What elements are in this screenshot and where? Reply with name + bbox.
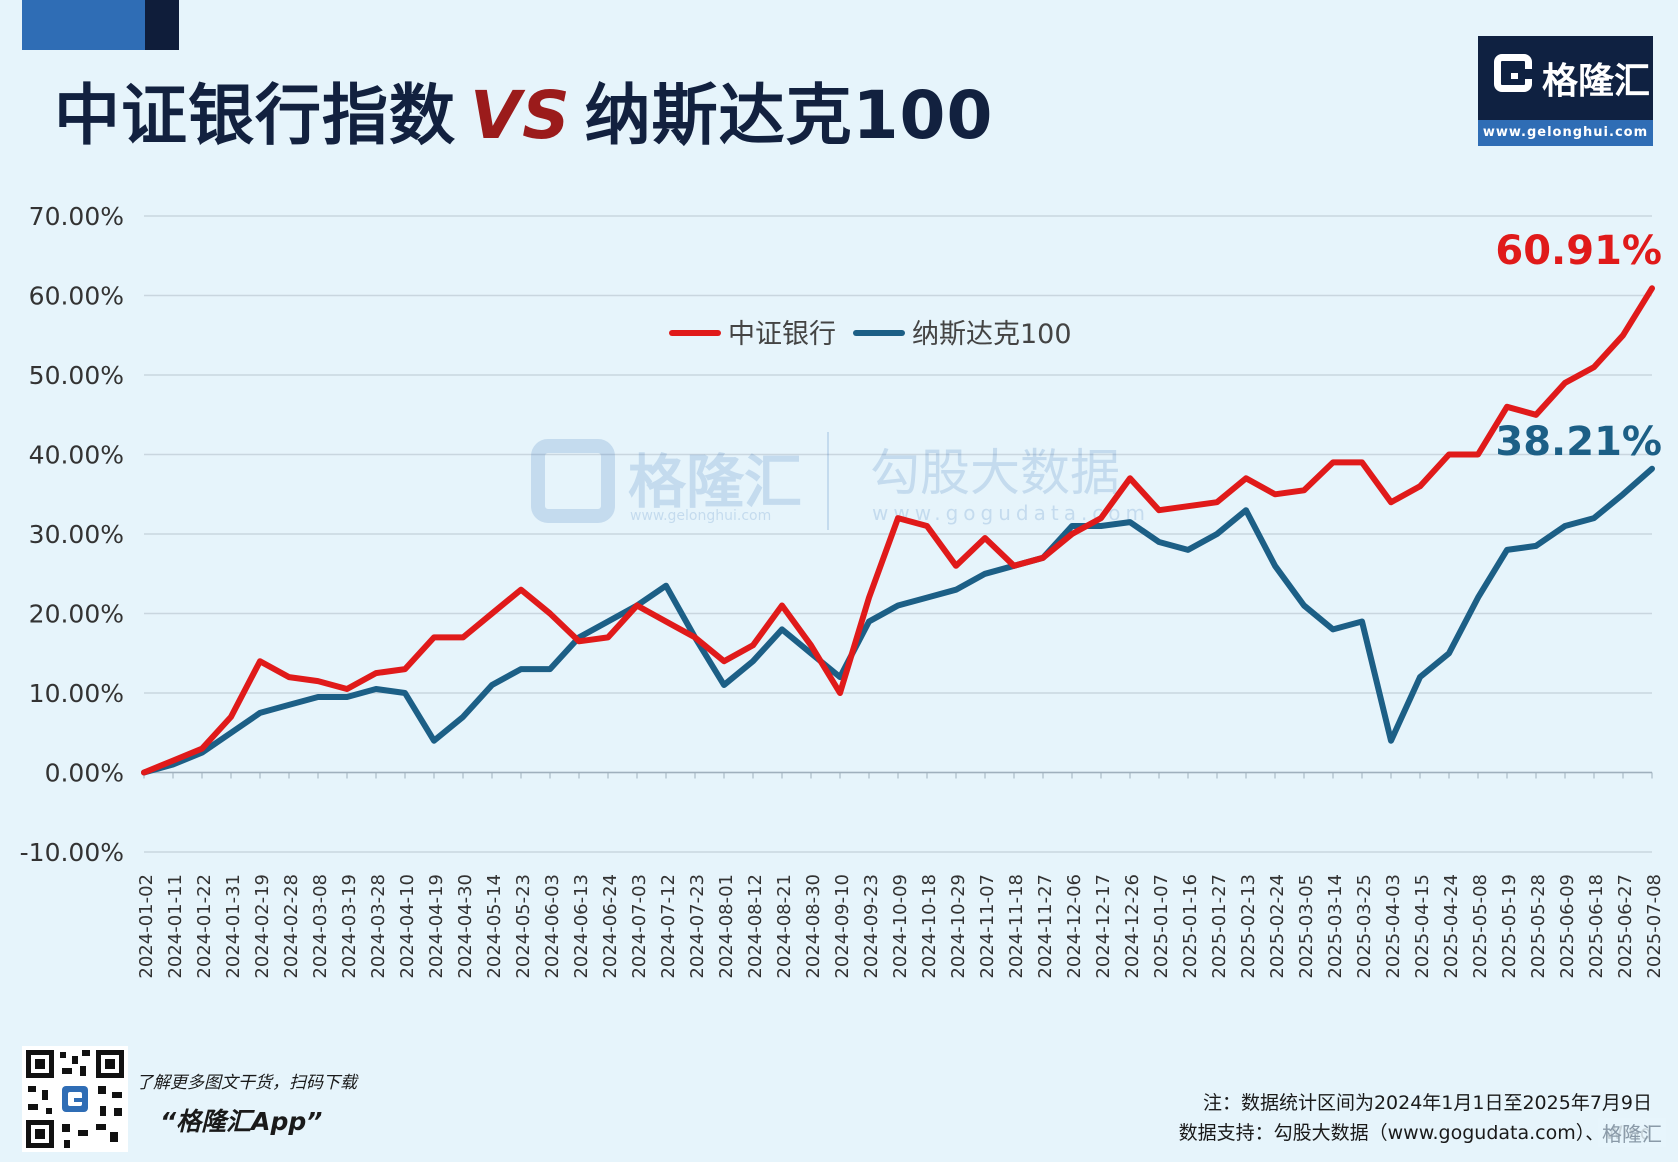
x-tick-label: 2025-02-13 (1238, 874, 1259, 979)
logo-url: www.gelonghui.com (1478, 120, 1653, 146)
title-vs: VS (470, 77, 571, 154)
x-tick-label: 2025-01-16 (1180, 874, 1201, 979)
watermark-partner: 勾股大数据 (870, 444, 1120, 502)
x-tick-label: 2025-02-24 (1267, 874, 1288, 979)
qr-code-icon (26, 1050, 124, 1148)
x-tick-label: 2024-06-03 (542, 874, 563, 979)
x-tick-label: 2024-07-23 (687, 874, 708, 979)
series-line-bank (141, 285, 1655, 776)
promo-app-name: “格隆汇App” (160, 1107, 323, 1136)
x-tick-label: 2024-04-30 (455, 874, 476, 979)
logo-text: 格隆汇 (1542, 61, 1651, 102)
x-tick-label: 2024-08-12 (745, 874, 766, 979)
y-tick-label: 0.00% (45, 759, 124, 788)
watermark-g-icon (531, 439, 615, 523)
line-chart: 70.00% 60.00% 50.00% 40.00% 30.00% 20.00% 10.0… (20, 202, 1665, 979)
x-tick-label: 2024-06-13 (571, 874, 592, 979)
x-tick-label: 2024-02-28 (281, 874, 302, 979)
grid-layer: 70.00% 60.00% 50.00% 40.00% 30.00% 20.00% 10.0… (20, 202, 1665, 979)
x-tick-label: 2024-08-30 (803, 874, 824, 979)
y-tick-label: 30.00% (29, 520, 124, 549)
x-tick-label: 2024-11-18 (1006, 874, 1027, 979)
page-title: 中证银行指数 VS 纳斯达克100 (54, 62, 993, 158)
promo-line: 了解更多图文干货，扫码下载 (136, 1073, 357, 1093)
x-tick-label: 2025-05-19 (1499, 874, 1520, 979)
x-tick-label: 2025-07-08 (1644, 874, 1665, 979)
data-range-note: 注：数据统计区间为2024年1月1日至2025年7月9日 (1202, 1092, 1652, 1114)
y-tick-label: -10.00% (20, 838, 124, 867)
title-bank: 中证银行指数 (54, 77, 456, 154)
x-tick-label: 2024-02-19 (252, 874, 273, 979)
watermark: 格隆汇 www.gelonghui.com 勾股大数据 www.gogudata… (531, 432, 1145, 530)
x-tick-label: 2024-03-19 (339, 874, 360, 979)
x-tick-label: 2024-08-21 (774, 874, 795, 979)
x-tick-label: 2024-07-12 (658, 874, 679, 979)
x-tick-label: 2024-11-27 (1035, 874, 1056, 979)
data-source-note: 数据支持：勾股大数据（www.gogudata.com）、Wind (1178, 1122, 1652, 1144)
watermark-brand: 格隆汇 (628, 448, 802, 516)
x-tick-label: 2024-11-07 (977, 874, 998, 979)
x-tick-label: 2024-12-06 (1064, 874, 1085, 979)
watermark-brand-url: www.gelonghui.com (630, 508, 771, 524)
x-tick-label: 2025-06-27 (1615, 874, 1636, 979)
y-tick-label: 70.00% (29, 202, 124, 231)
x-tick-label: 2024-03-08 (310, 874, 331, 979)
x-tick-label: 2024-10-29 (948, 874, 969, 979)
y-tick-label: 10.00% (29, 679, 124, 708)
x-tick-label: 2024-08-01 (716, 874, 737, 979)
x-tick-label: 2024-07-03 (629, 874, 650, 979)
end-label-nasdaq: 38.21% (1495, 419, 1662, 465)
x-tick-label: 2024-10-09 (890, 874, 911, 979)
x-tick-label: 2025-06-18 (1586, 874, 1607, 979)
y-tick-label: 60.00% (29, 282, 124, 311)
title-nasdaq: 纳斯达克100 (584, 77, 994, 154)
x-tick-label: 2024-12-17 (1093, 874, 1114, 979)
x-tick-label: 2024-05-23 (513, 874, 534, 979)
series-layer (141, 285, 1655, 776)
x-tick-label: 2025-04-24 (1441, 874, 1462, 979)
end-label-bank: 60.91% (1495, 228, 1662, 274)
x-tick-label: 2025-01-07 (1151, 874, 1172, 979)
brand-logo: 格隆汇 www.gelonghui.com (1478, 36, 1653, 146)
legend-label-nasdaq: 纳斯达克100 (912, 319, 1072, 350)
x-tick-label: 2024-01-31 (223, 874, 244, 979)
y-tick-label: 50.00% (29, 361, 124, 390)
x-tick-label: 2025-03-05 (1296, 874, 1317, 979)
y-tick-label: 20.00% (29, 600, 124, 629)
x-tick-label: 2025-04-03 (1383, 874, 1404, 979)
x-tick-label: 2025-06-09 (1557, 874, 1578, 979)
header-accent-block (145, 0, 179, 50)
legend: 中证银行 纳斯达克100 (669, 319, 1072, 350)
g-logo-icon (1494, 54, 1532, 92)
x-tick-label: 2025-04-15 (1412, 874, 1433, 979)
x-tick-label: 2024-04-19 (426, 874, 447, 979)
x-tick-label: 2025-05-28 (1528, 874, 1549, 979)
x-tick-label: 2024-05-14 (484, 874, 505, 979)
x-tick-label: 2025-05-08 (1470, 874, 1491, 979)
series-line-nasdaq (141, 465, 1655, 776)
x-tick-label: 2024-04-10 (397, 874, 418, 979)
y-tick-label: 40.00% (29, 441, 124, 470)
x-tick-label: 2024-09-23 (861, 874, 882, 979)
x-tick-label: 2025-03-14 (1325, 874, 1346, 979)
x-tick-label: 2024-10-18 (919, 874, 940, 979)
x-tick-label: 2024-01-02 (136, 874, 157, 979)
qr-code[interactable] (22, 1046, 128, 1152)
x-tick-label: 2024-12-26 (1122, 874, 1143, 979)
corner-watermark: 格隆汇 (1598, 1118, 1666, 1147)
x-tick-label: 2024-03-28 (368, 874, 389, 979)
x-tick-label: 2024-01-11 (165, 874, 186, 979)
x-tick-label: 2025-01-27 (1209, 874, 1230, 979)
x-tick-label: 2025-03-25 (1354, 874, 1375, 979)
x-tick-label: 2024-01-22 (194, 874, 215, 979)
x-tick-label: 2024-09-10 (832, 874, 853, 979)
x-tick-label: 2024-06-24 (600, 874, 621, 979)
header-accent-bar (22, 0, 145, 50)
legend-label-bank: 中证银行 (728, 319, 836, 350)
